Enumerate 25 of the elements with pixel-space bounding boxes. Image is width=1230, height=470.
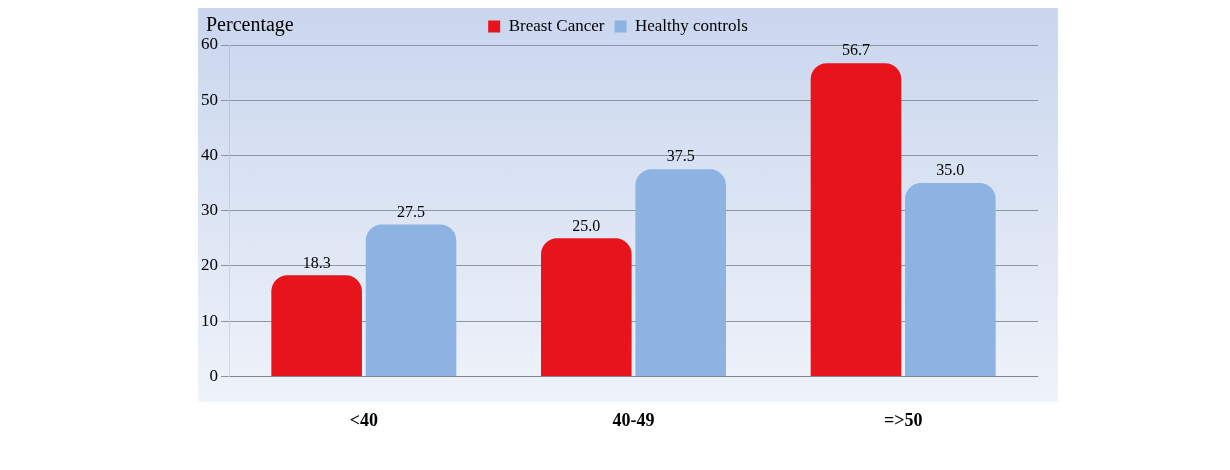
bar [271,275,362,376]
y-tick-label: 60 [201,34,218,54]
data-label: 27.5 [397,202,426,220]
x-tick-label: <40 [349,409,378,430]
bar [905,183,996,376]
y-tick-label: 50 [201,89,218,109]
y-axis-title: Percentage [206,13,294,37]
y-tick-label: 0 [209,365,218,385]
data-label: 18.3 [302,253,331,271]
data-label: 25.0 [572,216,601,234]
bar [810,63,902,376]
bar [635,169,726,376]
y-tick-label: 30 [201,200,218,220]
y-tick-label: 40 [201,144,218,164]
legend-label: Healthy controls [634,15,748,35]
legend-label: Breast Cancer [508,15,605,35]
x-tick-label: 40-49 [612,409,655,430]
x-tick-label: =>50 [883,409,923,430]
data-label: 35.0 [936,161,965,179]
data-label: 56.7 [841,41,870,59]
data-label: 37.5 [666,147,695,165]
bar [541,238,632,376]
y-tick-label: 10 [201,310,218,330]
bar [365,224,457,376]
y-tick-label: 20 [201,255,218,275]
